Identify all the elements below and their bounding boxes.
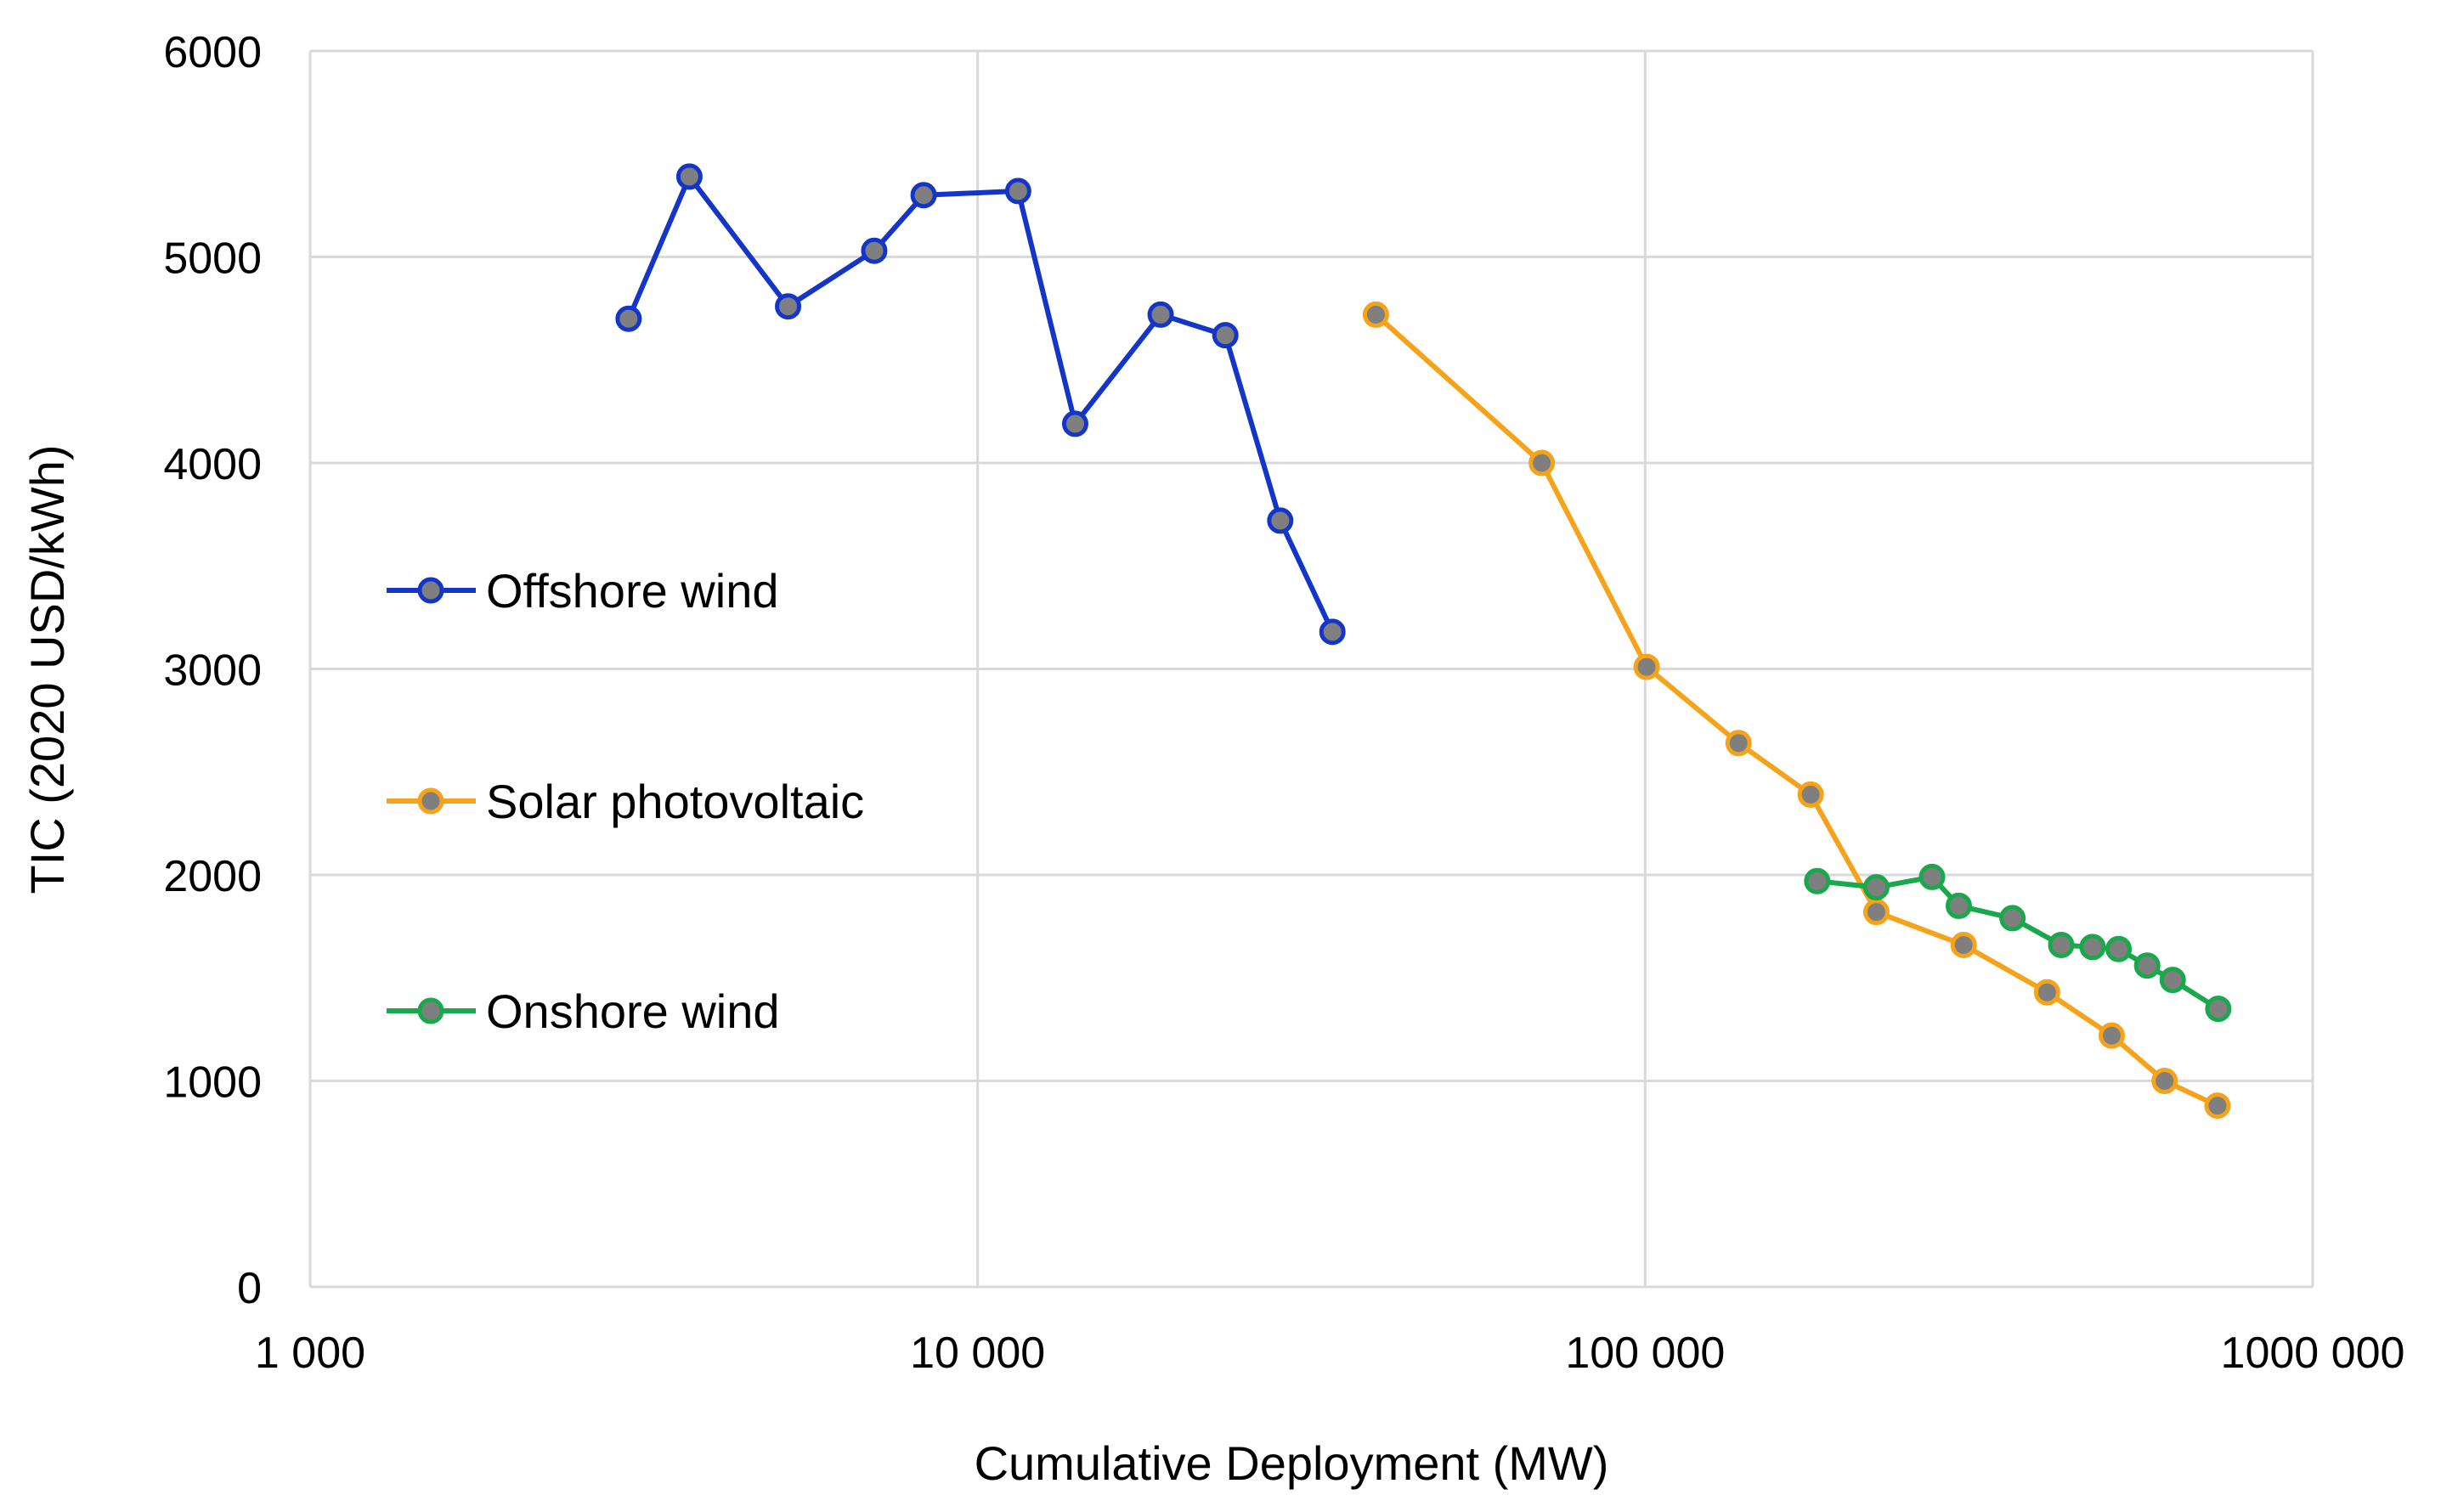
data-point: [1528, 449, 1556, 477]
legend-marker: [417, 577, 444, 604]
data-point: [1004, 178, 1031, 205]
y-tick-label: 3000: [163, 646, 262, 696]
data-point: [1147, 301, 1174, 328]
x-axis-title: Cumulative Deployment (MW): [975, 1436, 1609, 1490]
plot-area: [308, 49, 2314, 1289]
data-point: [1950, 931, 1977, 958]
y-axis-title: TIC (2020 USD/kWh): [20, 445, 74, 894]
data-point: [2151, 1068, 2178, 1094]
data-point: [1725, 730, 1752, 757]
x-tick-label: 1 000: [255, 1329, 365, 1378]
data-point: [2079, 934, 2106, 961]
y-tick-label: 5000: [163, 234, 262, 284]
legend-label: Offshore wind: [486, 564, 778, 618]
data-point: [2133, 952, 2161, 979]
data-point: [1945, 892, 1972, 919]
data-point: [2048, 931, 2075, 958]
data-point: [2033, 979, 2060, 1006]
y-axis-tick-labels: 0 1000 2000 3000 4000 5000 6000: [163, 28, 262, 1313]
data-point: [1212, 322, 1239, 349]
y-tick-label: 1000: [163, 1058, 262, 1108]
data-point: [2159, 967, 2186, 994]
y-tick-label: 6000: [163, 28, 262, 77]
series-onshore-wind: [1804, 863, 2232, 1023]
data-point: [1862, 899, 1890, 926]
legend-item-solar-photovoltaic: Solar photovoltaic: [387, 775, 864, 828]
data-point: [1862, 874, 1890, 901]
data-point: [861, 237, 888, 264]
legend-marker: [417, 997, 444, 1024]
x-axis-tick-labels: 1 000 10 000 100 000 1000 000: [255, 1329, 2405, 1378]
x-tick-label: 1000 000: [2221, 1329, 2405, 1378]
data-point: [2105, 935, 2133, 962]
data-point: [1999, 905, 2026, 932]
data-point: [1797, 781, 1824, 808]
x-tick-label: 100 000: [1565, 1329, 1725, 1378]
legend-item-offshore-wind: Offshore wind: [387, 564, 778, 618]
legend-label: Onshore wind: [486, 984, 780, 1038]
y-tick-label: 0: [237, 1264, 262, 1313]
data-point: [1804, 867, 1831, 894]
legend-item-onshore-wind: Onshore wind: [387, 984, 780, 1038]
data-series: [615, 163, 2232, 1120]
x-tick-label: 10 000: [910, 1329, 1045, 1378]
data-point: [2205, 996, 2232, 1023]
data-point: [1061, 410, 1088, 437]
data-point: [2098, 1022, 2125, 1049]
data-point: [1319, 618, 1346, 646]
horizontal-gridlines: [310, 256, 2313, 1082]
data-point: [2204, 1092, 2231, 1120]
data-point: [1918, 863, 1946, 890]
series-offshore-wind: [615, 163, 1346, 646]
data-point: [1267, 507, 1294, 534]
legend-marker: [417, 787, 444, 815]
legend-label: Solar photovoltaic: [486, 775, 864, 828]
series-solar-photovoltaic: [1362, 301, 2231, 1120]
y-tick-label: 4000: [163, 440, 262, 489]
data-point: [910, 182, 937, 209]
data-point: [775, 293, 802, 320]
data-point: [1362, 301, 1389, 328]
data-point: [675, 163, 703, 190]
data-point: [615, 305, 642, 332]
legend: Offshore wind Solar photovoltaic Onshore w…: [387, 564, 864, 1038]
y-tick-label: 2000: [163, 852, 262, 901]
data-point: [1633, 653, 1660, 680]
